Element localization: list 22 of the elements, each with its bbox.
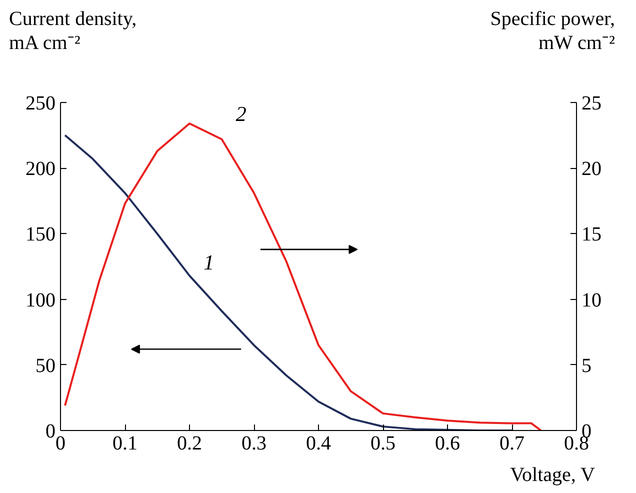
y2-tick-label: 20 (582, 158, 602, 180)
y2-tick-label: 15 (582, 224, 602, 246)
y2-tick-label: 25 (582, 92, 602, 114)
series-label: 1 (204, 250, 214, 275)
y-tick-label: 50 (36, 354, 56, 377)
x-tick-label: 0.4 (306, 432, 331, 454)
y-tick-label: 100 (26, 289, 56, 312)
x-tick-label: 0.1 (112, 432, 138, 454)
y-tick-label: 150 (26, 224, 56, 246)
x-tick-label: 0.5 (370, 432, 396, 454)
x-tick-label: 0.2 (177, 432, 202, 454)
x-tick-label: 0.7 (500, 432, 524, 454)
y-axis-title: Current density, mA cm⁻² (9, 7, 137, 55)
y2-axis-title: Specific power, mW cm⁻² (490, 7, 615, 55)
y-tick-label: 250 (26, 92, 56, 114)
x-tick-label: 0.3 (242, 432, 266, 454)
y-tick-label: 200 (26, 158, 56, 180)
y2-tick-label: 5 (582, 354, 592, 377)
x-tick-label: 0.6 (435, 432, 460, 454)
series-label: 2 (236, 102, 247, 126)
x-axis-title: Voltage, V (510, 463, 595, 487)
y2-tick-label: 10 (582, 289, 602, 312)
